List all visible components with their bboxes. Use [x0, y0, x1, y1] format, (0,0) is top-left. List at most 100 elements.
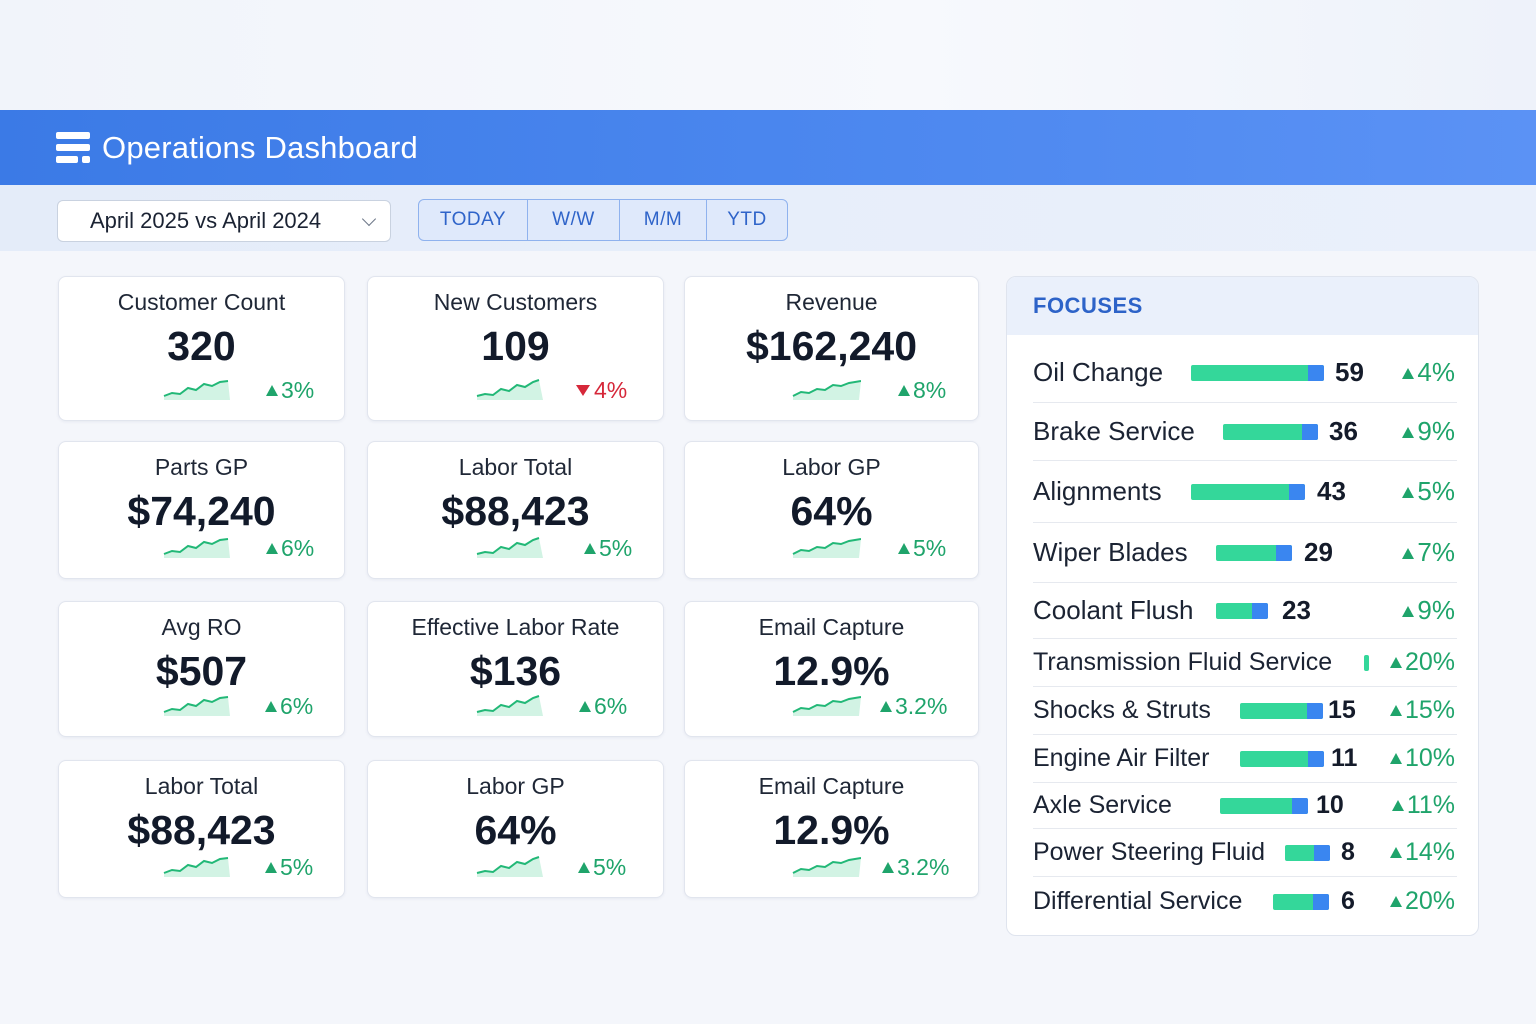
focus-count: 8 — [1341, 838, 1355, 866]
chevron-down-icon — [361, 211, 377, 227]
focus-name: Shocks & Struts — [1033, 696, 1211, 724]
toolbar: April 2025 vs April 2024 TODAY W/W M/M Y… — [0, 185, 1536, 251]
kpi-label: Labor GP — [782, 454, 881, 480]
trend-up-icon — [1391, 800, 1404, 811]
period-select-value: April 2025 vs April 2024 — [90, 208, 322, 233]
kpi-value: 12.9% — [773, 807, 890, 853]
focus-row[interactable]: Shocks & Struts 15 15% — [1033, 687, 1457, 735]
focus-name: Transmission Fluid Service — [1033, 648, 1333, 676]
focus-row[interactable]: Differential Service 6 20% — [1033, 877, 1457, 927]
kpi-card[interactable]: Effective Labor Rate $136 6% — [367, 601, 664, 737]
kpi-value: 64% — [790, 488, 873, 534]
top-background — [0, 0, 1536, 110]
kpi-delta: 3.2% — [882, 854, 949, 881]
kpi-delta-value: 5% — [599, 535, 633, 561]
kpi-delta: 6% — [265, 693, 313, 720]
focus-delta-value: 11% — [1406, 791, 1455, 819]
kpi-card[interactable]: New Customers 109 4% — [367, 276, 664, 421]
focus-count: 15 — [1328, 696, 1356, 724]
trend-up-icon — [584, 543, 596, 554]
kpi-delta-value: 6% — [280, 693, 314, 719]
kpi-card[interactable]: Labor Total $88,423 5% — [58, 760, 345, 898]
kpi-delta: 3% — [266, 377, 314, 404]
kpi-value: 64% — [474, 807, 557, 853]
kpi-delta: 6% — [579, 693, 627, 720]
trend-up-icon — [1389, 753, 1402, 764]
focuses-panel: FOCUSES Oil Change 59 4% Brake Service 36 9% A… — [1006, 276, 1479, 936]
kpi-delta-value: 4% — [594, 377, 628, 403]
focus-delta: 11% — [1391, 791, 1455, 820]
kpi-label: Email Capture — [758, 773, 905, 799]
focus-row[interactable]: Axle Service 10 11% — [1033, 783, 1457, 829]
app-header: Operations Dashboard — [0, 110, 1536, 185]
kpi-card[interactable]: Parts GP $74,240 6% — [58, 441, 345, 579]
focus-delta: 20% — [1389, 887, 1455, 916]
focus-row[interactable]: Power Steering Fluid 8 14% — [1033, 829, 1457, 877]
sparkline — [792, 857, 862, 877]
kpi-card[interactable]: Labor GP 64% 5% — [684, 441, 979, 579]
kpi-value: $88,423 — [441, 488, 590, 534]
trend-up-icon — [266, 385, 278, 396]
focus-delta-value: 9% — [1417, 595, 1455, 626]
range-month-button[interactable]: M/M — [620, 200, 707, 240]
focus-row[interactable]: Engine Air Filter 11 10% — [1033, 735, 1457, 783]
focus-bar — [1364, 655, 1369, 671]
trend-up-icon — [579, 701, 591, 712]
kpi-card[interactable]: Avg RO $507 6% — [58, 601, 345, 737]
range-week-button[interactable]: W/W — [528, 200, 620, 240]
kpi-card[interactable]: Email Capture 12.9% 3.2% — [684, 760, 979, 898]
kpi-delta-value: 5% — [593, 854, 627, 880]
sparkline — [792, 538, 862, 558]
focus-bar — [1273, 894, 1329, 910]
sparkline — [476, 695, 543, 716]
focus-row[interactable]: Brake Service 36 9% — [1033, 403, 1457, 461]
trend-up-icon — [880, 701, 892, 712]
focuses-title: FOCUSES — [1007, 277, 1478, 335]
focus-row[interactable]: Coolant Flush 23 9% — [1033, 583, 1457, 639]
sparkline — [792, 380, 862, 400]
kpi-label: Parts GP — [154, 454, 249, 480]
kpi-label: New Customers — [433, 289, 598, 315]
range-ytd-button[interactable]: YTD — [727, 209, 767, 230]
kpi-card[interactable]: Labor Total $88,423 5% — [367, 441, 664, 579]
kpi-card[interactable]: Email Capture 12.9% 3.2% — [684, 601, 979, 737]
kpi-card[interactable]: Customer Count 320 3% — [58, 276, 345, 421]
focus-name: Power Steering Fluid — [1033, 838, 1266, 866]
trend-up-icon — [1389, 657, 1402, 668]
focus-name: Wiper Blades — [1033, 537, 1188, 568]
sparkline — [476, 537, 543, 558]
focus-bar — [1216, 545, 1292, 561]
focus-name: Coolant Flush — [1033, 595, 1194, 626]
focus-row[interactable]: Wiper Blades 29 7% — [1033, 523, 1457, 583]
kpi-delta: 5% — [898, 535, 946, 562]
focus-delta: 5% — [1402, 476, 1455, 507]
dashboard-icon[interactable] — [56, 131, 90, 164]
sparkline — [163, 696, 231, 716]
focus-row[interactable]: Oil Change 59 4% — [1033, 343, 1457, 403]
kpi-card[interactable]: Labor GP 64% 5% — [367, 760, 664, 898]
period-select[interactable]: April 2025 vs April 2024 — [57, 200, 391, 242]
kpi-label: Email Capture — [758, 614, 905, 640]
focus-name: Differential Service — [1033, 887, 1243, 915]
kpi-label: Labor Total — [144, 773, 259, 799]
kpi-card[interactable]: Revenue $162,240 8% — [684, 276, 979, 421]
range-today-button[interactable]: TODAY — [419, 200, 528, 240]
focus-row[interactable]: Transmission Fluid Service 20% — [1033, 639, 1457, 687]
focus-bar — [1223, 424, 1318, 440]
kpi-label: Avg RO — [161, 614, 242, 640]
focus-delta-value: 20% — [1404, 887, 1455, 915]
kpi-delta: 8% — [898, 377, 946, 404]
kpi-delta-value: 6% — [281, 535, 315, 561]
focus-delta: 9% — [1402, 416, 1455, 447]
trend-up-icon — [265, 862, 277, 873]
focus-delta: 14% — [1389, 838, 1455, 867]
focus-delta-value: 4% — [1417, 357, 1455, 388]
kpi-delta: 5% — [265, 854, 313, 881]
sparkline — [476, 379, 543, 400]
trend-up-icon — [578, 862, 590, 873]
focus-row[interactable]: Alignments 43 5% — [1033, 461, 1457, 523]
kpi-value: 320 — [167, 323, 236, 369]
focus-delta-value: 20% — [1404, 648, 1455, 676]
trend-up-icon — [898, 543, 910, 554]
trend-up-icon — [1402, 548, 1415, 560]
